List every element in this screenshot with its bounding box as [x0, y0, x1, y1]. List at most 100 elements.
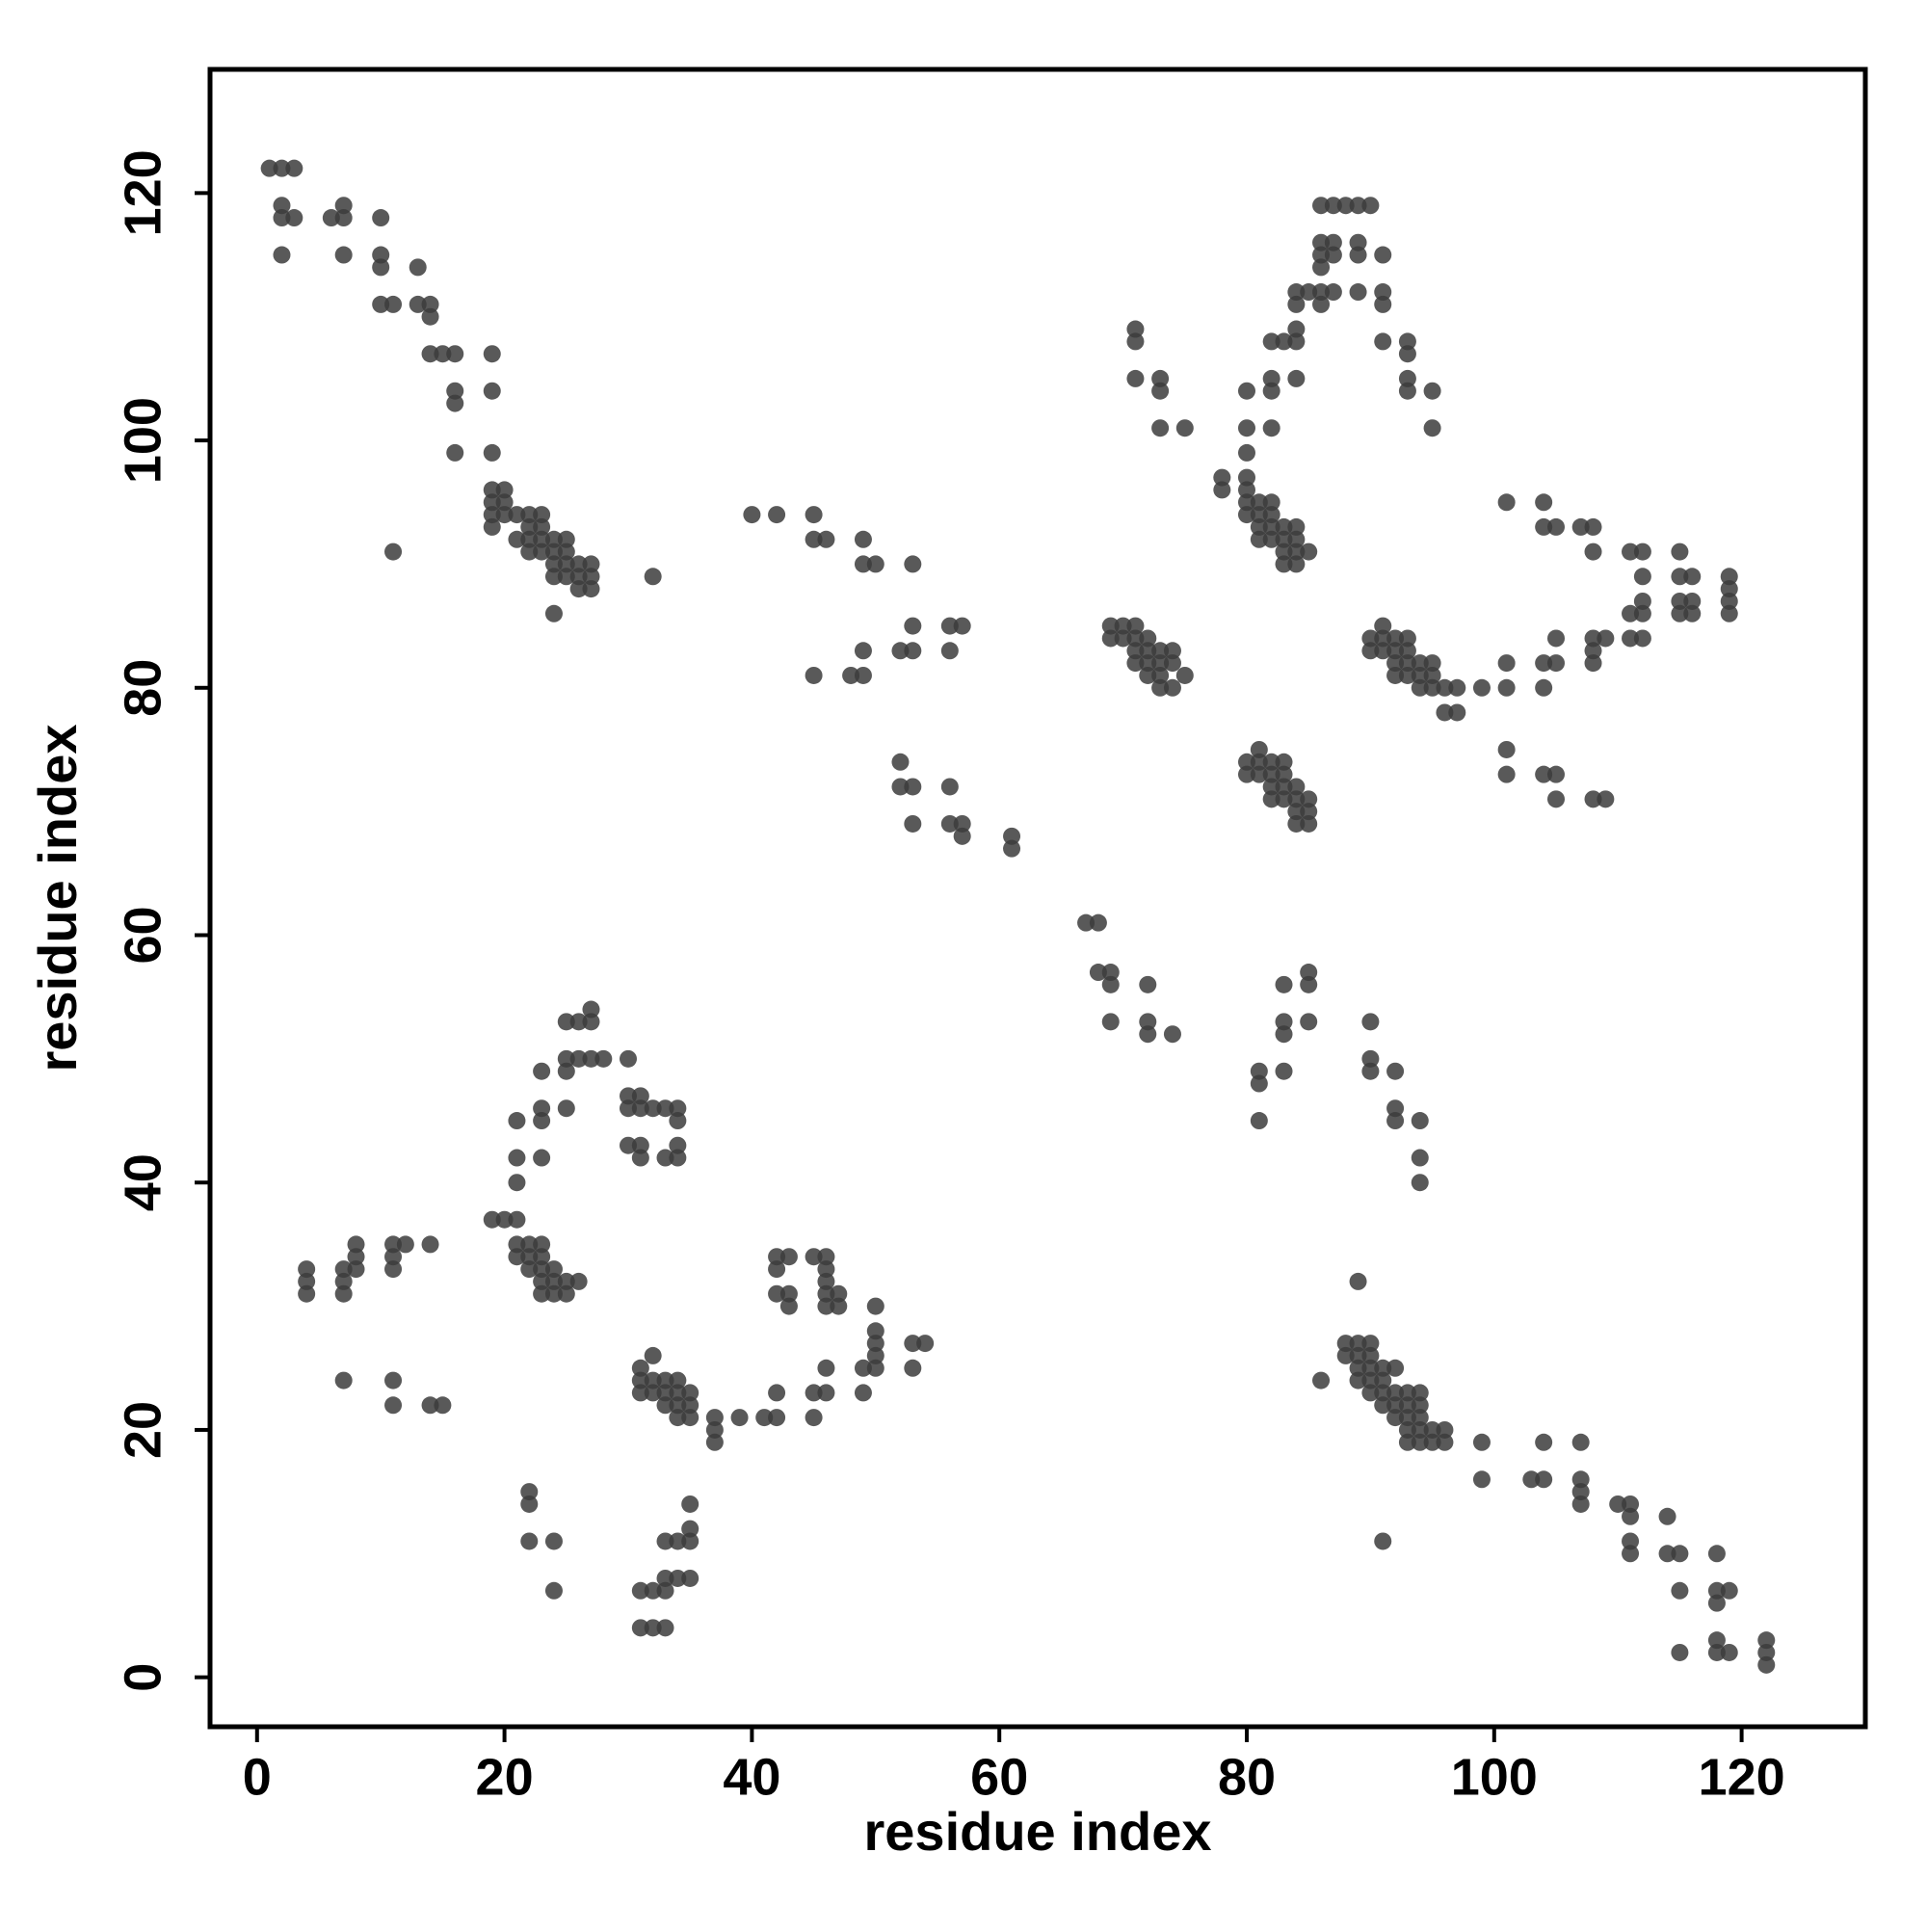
point — [1262, 517, 1280, 536]
point — [1349, 283, 1367, 302]
point — [1275, 1025, 1293, 1044]
point — [285, 209, 304, 227]
point — [1535, 1470, 1553, 1489]
point — [656, 1569, 674, 1587]
point — [656, 1581, 674, 1600]
point — [1250, 1112, 1268, 1130]
point — [495, 493, 514, 512]
point — [1423, 419, 1441, 437]
point — [705, 1433, 724, 1451]
point — [1374, 1396, 1392, 1415]
point — [1386, 666, 1405, 684]
point — [1300, 814, 1318, 833]
point — [1386, 1112, 1405, 1130]
point — [817, 1297, 835, 1315]
point — [421, 295, 439, 313]
point — [1374, 1384, 1392, 1402]
point — [1275, 517, 1293, 536]
point — [1571, 1470, 1590, 1489]
point — [854, 530, 872, 548]
point — [569, 580, 588, 598]
point — [1114, 617, 1132, 635]
point — [298, 1284, 316, 1303]
point — [1361, 1049, 1380, 1068]
point — [1151, 654, 1170, 673]
point — [1175, 666, 1194, 684]
point — [1423, 678, 1441, 697]
point — [1757, 1655, 1776, 1674]
point — [1275, 975, 1293, 993]
point — [644, 1619, 662, 1637]
point — [1287, 803, 1306, 821]
point — [1139, 1013, 1157, 1031]
point — [1237, 468, 1255, 487]
x-tick-label: 60 — [970, 1748, 1028, 1806]
y-tick-label: 60 — [114, 906, 172, 964]
point — [1139, 629, 1157, 648]
point — [681, 1520, 700, 1538]
point — [273, 159, 291, 177]
x-tick-label: 80 — [1218, 1748, 1276, 1806]
point — [1312, 283, 1331, 302]
point — [904, 642, 922, 660]
point — [768, 1384, 786, 1402]
point — [1262, 382, 1280, 400]
point — [854, 1359, 872, 1377]
point — [1386, 654, 1405, 673]
point — [1386, 642, 1405, 660]
point — [1497, 740, 1516, 758]
point — [1151, 369, 1170, 387]
point — [285, 159, 304, 177]
point — [1374, 617, 1392, 635]
point — [1312, 258, 1331, 277]
point — [1374, 1359, 1392, 1377]
point — [582, 555, 600, 573]
point — [1336, 1335, 1355, 1353]
point — [854, 1384, 872, 1402]
point — [619, 1099, 637, 1118]
point — [1374, 642, 1392, 660]
point — [1584, 517, 1602, 536]
y-axis-title: residue index — [27, 724, 88, 1072]
point — [544, 1284, 563, 1303]
point — [1597, 790, 1615, 808]
point — [533, 517, 551, 536]
point — [1262, 369, 1280, 387]
point — [434, 1396, 452, 1415]
point — [1398, 1396, 1416, 1415]
point — [1720, 592, 1738, 610]
point — [1101, 975, 1120, 993]
point — [1275, 778, 1293, 796]
point — [483, 1210, 501, 1229]
point — [656, 1371, 674, 1389]
point — [1671, 604, 1689, 622]
point — [1658, 1507, 1676, 1525]
point — [1707, 1581, 1726, 1600]
point — [446, 394, 464, 412]
point — [298, 1260, 316, 1279]
point — [1411, 1396, 1429, 1415]
point — [768, 1260, 786, 1279]
point — [1077, 913, 1095, 932]
point — [1361, 1335, 1380, 1353]
point — [656, 1619, 674, 1637]
point — [1262, 778, 1280, 796]
point — [1497, 654, 1516, 673]
point — [557, 1099, 575, 1118]
point — [1275, 530, 1293, 548]
point — [669, 1409, 687, 1427]
point — [544, 1532, 563, 1550]
point — [1101, 617, 1120, 635]
point — [508, 1149, 526, 1167]
point — [334, 197, 353, 215]
point — [520, 1235, 539, 1254]
point — [1386, 1062, 1405, 1080]
point — [669, 1371, 687, 1389]
point — [1237, 443, 1255, 462]
point — [533, 530, 551, 548]
point — [334, 1284, 353, 1303]
point — [483, 493, 501, 512]
point — [1622, 543, 1640, 561]
point — [1720, 580, 1738, 598]
point — [384, 1396, 403, 1415]
